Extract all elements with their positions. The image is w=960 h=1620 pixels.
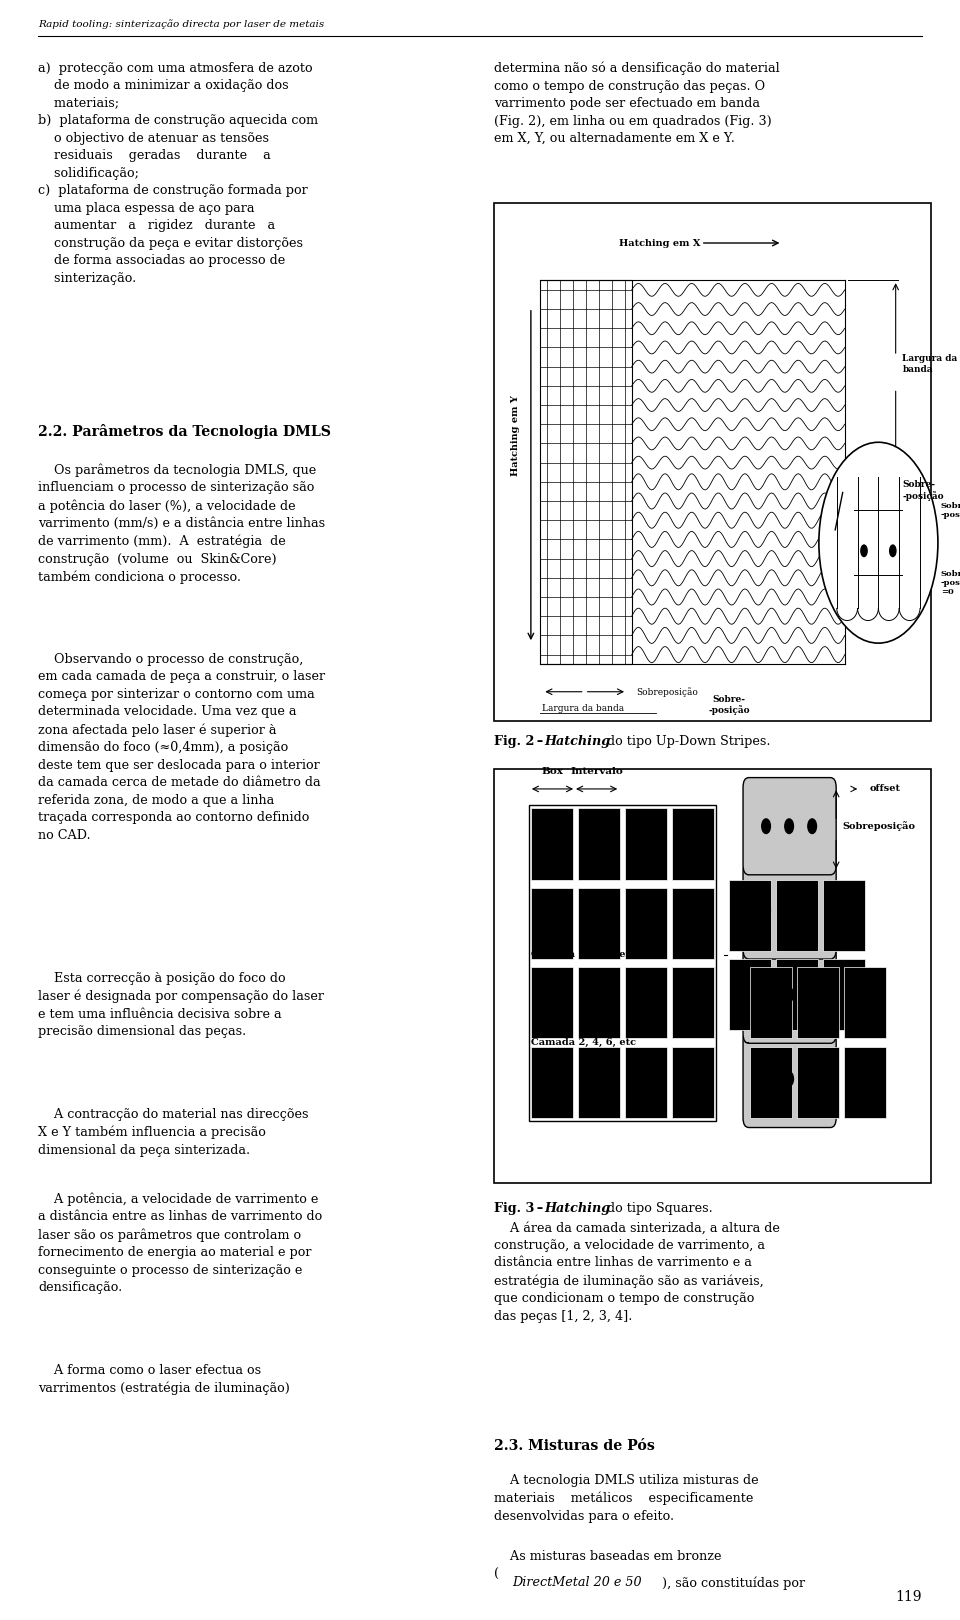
FancyBboxPatch shape [743, 946, 836, 1043]
Bar [776, 959, 818, 1030]
Text: determina não só a densificação do material
como o tempo de construção das peças: determina não só a densificação do mater… [494, 62, 780, 146]
Text: A potência, a velocidade de varrimento e
a distância entre as linhas de varrimen: A potência, a velocidade de varrimento e… [38, 1192, 323, 1294]
Circle shape [785, 1072, 794, 1085]
Text: do tipo Up-Down Stripes.: do tipo Up-Down Stripes. [603, 735, 770, 748]
Text: a)  protecção com uma atmosfera de azoto
    de modo a minimizar a oxidação dos
: a) protecção com uma atmosfera de azoto … [38, 62, 319, 285]
FancyBboxPatch shape [743, 1030, 836, 1128]
Circle shape [762, 987, 771, 1001]
Circle shape [889, 544, 897, 557]
Bar [494, 770, 931, 1183]
Bar [750, 967, 792, 1038]
Text: As misturas baseadas em bronze
(: As misturas baseadas em bronze ( [494, 1550, 722, 1581]
Bar [531, 967, 573, 1038]
Text: Hatching: Hatching [544, 1202, 611, 1215]
Bar [844, 967, 886, 1038]
Circle shape [785, 904, 794, 917]
Text: Sobreposição: Sobreposição [842, 821, 915, 831]
Text: Hatching em Y: Hatching em Y [511, 395, 520, 476]
Text: 2.2. Parâmetros da Tecnologia DMLS: 2.2. Parâmetros da Tecnologia DMLS [38, 424, 331, 439]
Bar [776, 880, 818, 951]
Text: Rapid tooling: sinterização directa por laser de metais: Rapid tooling: sinterização directa por … [38, 19, 324, 29]
Text: Camada 2, 4, 6, etc: Camada 2, 4, 6, etc [531, 1038, 636, 1047]
Bar [578, 1047, 620, 1118]
Bar [625, 888, 667, 959]
Text: do tipo Squares.: do tipo Squares. [603, 1202, 712, 1215]
Bar [625, 1047, 667, 1118]
Text: 2.3. Misturas de Pós: 2.3. Misturas de Pós [494, 1439, 656, 1453]
Bar [844, 1047, 886, 1118]
Text: Camada 1, 3, 5, etc: Camada 1, 3, 5, etc [531, 951, 636, 959]
Text: Sobreposição: Sobreposição [636, 687, 699, 697]
Text: Sobre-
-posição: Sobre- -posição [708, 695, 750, 716]
Bar [729, 959, 771, 1030]
Circle shape [860, 544, 868, 557]
Text: offset: offset [870, 784, 900, 794]
Text: Fig. 3 –: Fig. 3 – [494, 1202, 546, 1215]
Circle shape [808, 904, 817, 917]
Circle shape [762, 820, 771, 833]
Bar [578, 808, 620, 880]
Bar [672, 888, 714, 959]
Bar [672, 967, 714, 1038]
Bar [823, 880, 865, 951]
Text: Sobre-
-posição: Sobre- -posição [941, 502, 960, 518]
Circle shape [808, 820, 817, 833]
Text: A contracção do material nas direcções
X e Y também influencia a precisão
dimens: A contracção do material nas direcções X… [38, 1108, 309, 1157]
Circle shape [808, 1072, 817, 1085]
Circle shape [762, 1072, 771, 1085]
Bar [531, 1047, 573, 1118]
Bar [531, 808, 573, 880]
Circle shape [785, 820, 794, 833]
Bar [797, 1047, 839, 1118]
Text: Intervalo: Intervalo [570, 766, 623, 776]
Circle shape [785, 987, 794, 1001]
Text: Esta correcção à posição do foco do
laser é designada por compensação do laser
e: Esta correcção à posição do foco do lase… [38, 972, 324, 1038]
Text: A área da camada sinterizada, a altura de
construção, a velocidade de varrimento: A área da camada sinterizada, a altura d… [494, 1221, 780, 1322]
Text: Sobre-
-posição: Sobre- -posição [902, 480, 944, 501]
Text: Sobre-
-posição
=0: Sobre- -posição =0 [941, 570, 960, 596]
Bar [625, 808, 667, 880]
Bar [750, 1047, 792, 1118]
Text: Hatching: Hatching [544, 735, 611, 748]
Bar [625, 967, 667, 1038]
FancyBboxPatch shape [743, 862, 836, 959]
Text: DirectMetal 20 e 50: DirectMetal 20 e 50 [513, 1576, 642, 1589]
Bar [578, 967, 620, 1038]
Circle shape [808, 987, 817, 1001]
Bar [529, 805, 716, 1121]
Text: A tecnologia DMLS utiliza misturas de
materiais    metálicos    especificamente
: A tecnologia DMLS utiliza misturas de ma… [494, 1474, 759, 1523]
Bar [672, 1047, 714, 1118]
Bar [823, 959, 865, 1030]
Bar [578, 888, 620, 959]
Text: 119: 119 [895, 1589, 922, 1604]
Text: Largura da
banda: Largura da banda [902, 355, 958, 374]
Bar [494, 202, 931, 721]
Circle shape [819, 442, 938, 643]
Circle shape [762, 904, 771, 917]
Text: Largura da banda: Largura da banda [542, 703, 625, 713]
Text: Box: Box [541, 766, 563, 776]
Text: Fig. 2 –: Fig. 2 – [494, 735, 546, 748]
Bar [797, 967, 839, 1038]
Text: A forma como o laser efectua os
varrimentos (estratégia de iluminação): A forma como o laser efectua os varrimen… [38, 1364, 290, 1395]
Bar [540, 280, 632, 664]
Text: Os parâmetros da tecnologia DMLS, que
influenciam o processo de sinterização são: Os parâmetros da tecnologia DMLS, que in… [38, 463, 325, 583]
Text: Observando o processo de construção,
em cada camada de peça a construir, o laser: Observando o processo de construção, em … [38, 653, 325, 841]
Text: Hatching em X: Hatching em X [619, 238, 701, 248]
FancyBboxPatch shape [743, 778, 836, 875]
Bar [672, 808, 714, 880]
Bar [729, 880, 771, 951]
Bar [531, 888, 573, 959]
Text: ), são constituídas por: ), são constituídas por [662, 1576, 805, 1589]
